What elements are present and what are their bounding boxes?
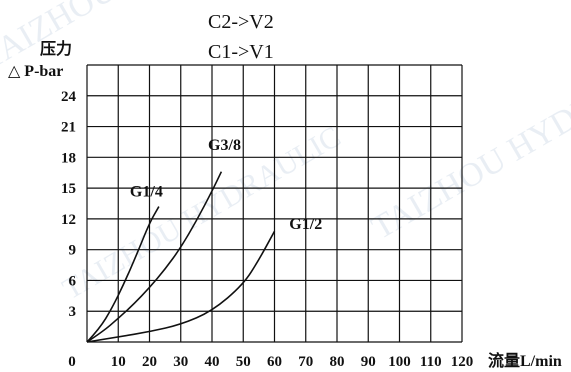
y-axis-label-line-2: △ P-bar [8, 63, 63, 80]
x-tick-label: 90 [361, 354, 376, 370]
y-tick-label: 18 [61, 150, 76, 166]
x-tick-label: 10 [111, 354, 126, 370]
x-tick-label: 110 [420, 354, 442, 370]
x-tick-label: 120 [451, 354, 474, 370]
y-axis-label-line-1: 压力 [40, 39, 72, 58]
series-line-G1-4 [86, 206, 160, 343]
y-tick-label: 12 [61, 212, 76, 228]
x-axis-label: 流量L/min [488, 351, 562, 370]
y-tick-label: 21 [61, 120, 76, 136]
x-tick-label: 60 [267, 354, 282, 370]
series-label-G1-4: G1/4 [130, 183, 163, 200]
x-tick-label: 50 [236, 354, 251, 370]
x-tick-label: 80 [330, 354, 345, 370]
x-tick-label: 20 [142, 354, 157, 370]
x-tick-label: 30 [173, 354, 188, 370]
ticks-layer: 0 10 20 30 40 50 60 70 80 90 100 110 120 3 6 9 12 15 18 21 2… [61, 89, 473, 370]
series-line-G3-8 [86, 171, 223, 343]
chart-title-line-1: C2->V2 [208, 11, 274, 33]
x-tick-label: 40 [205, 354, 220, 370]
series-layer: G1/4 G3/8 G1/2 [86, 137, 322, 343]
y-tick-label: 24 [61, 89, 77, 105]
watermark-text: TAIZHOU HYDRAULIC [366, 36, 571, 247]
y-tick-label: 15 [61, 181, 76, 197]
grid [86, 64, 463, 343]
series-label-G1-2: G1/2 [289, 216, 322, 233]
chart-title-line-2: C1->V1 [208, 41, 274, 63]
series-label-G3-8: G3/8 [208, 137, 241, 154]
y-tick-label: 6 [69, 273, 77, 289]
x-tick-label: 0 [68, 354, 76, 370]
y-tick-label: 3 [69, 304, 77, 320]
x-tick-label: 70 [298, 354, 313, 370]
y-tick-label: 9 [69, 243, 77, 259]
series-line-G1-2 [86, 230, 276, 343]
x-tick-label: 100 [388, 354, 411, 370]
watermark-text: TAIZHOU HYDRAULIC [57, 120, 346, 306]
